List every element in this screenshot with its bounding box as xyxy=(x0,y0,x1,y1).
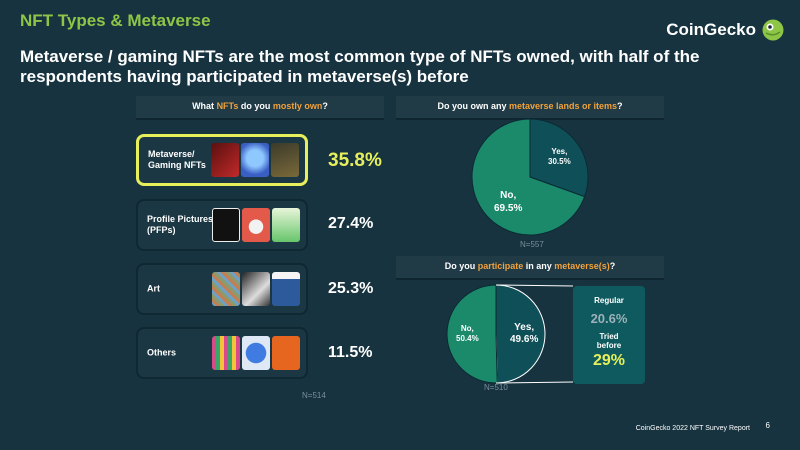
slice-category: No, xyxy=(500,190,517,201)
value-label-metaverse: 35.8% xyxy=(328,150,382,171)
connector-line xyxy=(495,284,574,287)
card-pfp: Profile Pictures (PFPs) xyxy=(136,199,308,251)
q1-text: do you xyxy=(238,101,273,111)
value-label-pfp: 27.4% xyxy=(328,215,374,232)
nft-thumbnail xyxy=(272,336,300,370)
card-metaverse-gaming: Metaverse/ Gaming NFTs xyxy=(136,134,308,186)
participation-breakdown: Regular 20.6% Tried before 29% xyxy=(573,286,645,384)
slice-value: 30.5% xyxy=(548,157,571,166)
sample-size-q1: N=514 xyxy=(302,391,326,400)
headline: Metaverse / gaming NFTs are the most com… xyxy=(20,47,700,86)
sample-size-q3: N=510 xyxy=(484,383,508,392)
category-label: Art xyxy=(147,283,160,294)
category-label: Others xyxy=(147,347,177,358)
slice-label-yes: Yes, 49.6% xyxy=(510,322,538,346)
pie-slice-yes xyxy=(529,118,589,198)
card-art: Art xyxy=(136,263,308,315)
breakdown-label-regular: Regular xyxy=(594,296,624,305)
pie-slice-yes xyxy=(495,284,546,384)
slice-value: 49.6% xyxy=(510,334,539,345)
nft-thumbnail xyxy=(242,208,270,242)
question-nft-types: What NFTs do you mostly own? xyxy=(136,96,384,120)
q1-text: ? xyxy=(322,101,328,111)
nft-thumbnail xyxy=(272,208,300,242)
q3-text: ? xyxy=(609,261,616,271)
q3-text: Do you xyxy=(444,261,478,271)
q3-highlight: participate xyxy=(477,261,524,271)
slice-label-no: No, 69.5% xyxy=(494,189,522,215)
slice-label-no: No, 50.4% xyxy=(456,324,479,344)
nft-thumbnail xyxy=(212,208,240,242)
q1-highlight: NFTs xyxy=(216,101,239,111)
pie-slice-no xyxy=(446,284,498,384)
brand-name: CoinGecko xyxy=(666,20,756,39)
breakdown-value-regular: 20.6% xyxy=(590,311,628,326)
pie-chart-lands xyxy=(471,118,589,236)
pie-slice-no xyxy=(471,118,586,236)
brand-logo: CoinGecko xyxy=(666,19,784,41)
q2-text: ? xyxy=(617,101,623,111)
sample-size-q2: N=557 xyxy=(520,240,544,249)
nft-thumbnail xyxy=(211,143,239,177)
page-number: 6 xyxy=(765,421,770,430)
q2-text: Do you own any xyxy=(437,101,509,111)
question-participate: Do you participate in any metaverse(s)? xyxy=(396,256,664,280)
q3-text: in any xyxy=(523,261,555,271)
question-metaverse-lands: Do you own any metaverse lands or items? xyxy=(396,96,664,120)
slice-category: No, xyxy=(460,324,474,333)
nft-thumbnail xyxy=(272,272,300,306)
nft-thumbnail xyxy=(242,272,270,306)
slice-label-yes: Yes, 30.5% xyxy=(548,147,571,167)
section-title: NFT Types & Metaverse xyxy=(20,11,211,30)
nft-thumbnail xyxy=(242,336,270,370)
slice-category: Yes, xyxy=(551,147,568,156)
category-label: Profile Pictures (PFPs) xyxy=(147,214,214,235)
q1-text: What xyxy=(192,101,217,111)
nft-thumbnail xyxy=(212,272,240,306)
category-label: Metaverse/ Gaming NFTs xyxy=(148,149,206,170)
q3-highlight: metaverse(s) xyxy=(554,261,610,271)
nft-thumbnail xyxy=(212,336,240,370)
card-others: Others xyxy=(136,327,308,379)
value-label-others: 11.5% xyxy=(328,344,373,361)
value-label-art: 25.3% xyxy=(328,280,374,297)
slice-category: Yes, xyxy=(514,322,535,333)
q1-highlight: mostly own xyxy=(272,101,323,111)
breakdown-label-tried: Tried before xyxy=(596,332,622,350)
gecko-icon xyxy=(762,19,784,41)
q2-highlight: metaverse lands or items xyxy=(508,101,618,111)
breakdown-value-tried: 29% xyxy=(592,352,626,369)
nft-thumbnail xyxy=(241,143,269,177)
nft-thumbnail xyxy=(271,143,299,177)
footer-report-name: CoinGecko 2022 NFT Survey Report xyxy=(635,425,750,432)
pie-chart-participate xyxy=(446,284,574,384)
slice-value: 69.5% xyxy=(494,203,523,214)
connector-line xyxy=(495,381,574,384)
slice-value: 50.4% xyxy=(456,334,479,343)
